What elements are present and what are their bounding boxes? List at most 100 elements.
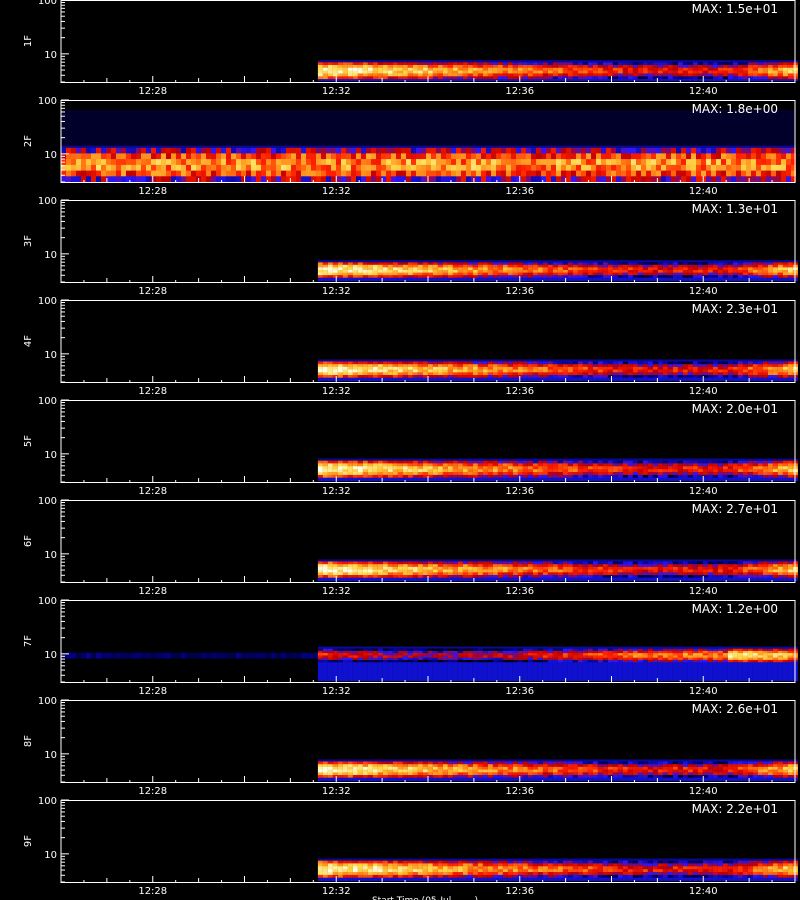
heatmap-cell <box>337 375 343 379</box>
heatmap-cell <box>562 262 568 266</box>
heatmap-cell <box>657 361 663 365</box>
heatmap-cell <box>537 272 543 276</box>
heatmap-cell <box>472 369 478 373</box>
heatmap-cell <box>632 79 638 81</box>
heatmap-cell <box>216 176 221 183</box>
heatmap-cell <box>657 65 663 69</box>
heatmap-cell <box>651 153 656 160</box>
heatmap-cell <box>462 364 468 368</box>
heatmap-cell <box>301 153 306 160</box>
heatmap-cell <box>372 477 378 481</box>
heatmap-cell <box>767 375 773 379</box>
heatmap-cell <box>377 472 383 476</box>
heatmap-cell <box>421 147 426 154</box>
heatmap-cell <box>647 477 653 481</box>
heatmap-cell <box>372 275 378 279</box>
heatmap-cell <box>447 62 453 66</box>
heatmap-cell <box>621 153 626 160</box>
heatmap-cell <box>327 62 333 66</box>
heatmap-cell <box>246 159 251 166</box>
heatmap-cell <box>226 164 231 172</box>
heatmap-cell <box>522 474 528 479</box>
heatmap-cell <box>696 153 701 160</box>
heatmap-cell <box>371 176 376 183</box>
heatmap-cell <box>367 466 373 470</box>
heatmap-cell <box>727 275 733 279</box>
heatmap-cell <box>417 272 423 276</box>
heatmap-cell <box>507 377 513 381</box>
heatmap-cell <box>431 159 436 166</box>
heatmap-cell <box>686 164 691 172</box>
heatmap-cell <box>612 264 618 268</box>
heatmap-cell <box>672 466 678 470</box>
heatmap-cell <box>482 65 488 69</box>
heatmap-cell <box>497 62 503 66</box>
heatmap-cell <box>166 170 171 177</box>
heatmap-cell <box>536 176 541 183</box>
heatmap-cell <box>371 153 376 160</box>
heatmap-cell <box>186 164 191 172</box>
heatmap-cell <box>362 460 368 464</box>
heatmap-cell <box>531 159 536 166</box>
heatmap-cell <box>226 176 231 183</box>
heatmap-cell <box>607 460 613 464</box>
heatmap-cell <box>452 463 458 467</box>
heatmap-cell <box>367 463 373 467</box>
heatmap-cell <box>432 372 438 376</box>
heatmap-cell <box>407 375 413 379</box>
heatmap-cell <box>326 170 331 177</box>
heatmap-cell <box>651 159 656 166</box>
heatmap-cell <box>472 275 478 279</box>
heatmap-cell <box>171 153 176 160</box>
heatmap-cell <box>497 377 503 381</box>
heatmap-cell <box>411 153 416 160</box>
heatmap-cell <box>391 145 396 148</box>
heatmap-cell <box>712 264 718 268</box>
heatmap-cell <box>442 272 448 276</box>
heatmap-cell <box>717 65 723 69</box>
heatmap-cell <box>336 170 341 177</box>
heatmap-cell <box>612 262 618 266</box>
heatmap-cell <box>541 145 546 148</box>
heatmap-cell <box>782 361 788 365</box>
heatmap-cell <box>697 70 703 74</box>
heatmap-cell <box>782 359 788 362</box>
heatmap-cell <box>377 270 383 274</box>
heatmap-cell <box>767 260 773 263</box>
heatmap-cell <box>767 366 773 371</box>
heatmap-cell <box>522 272 528 276</box>
heatmap-cell <box>676 159 681 166</box>
heatmap-cell <box>652 460 658 464</box>
heatmap-cell <box>742 70 748 74</box>
heatmap-cell <box>502 67 508 72</box>
heatmap-cell <box>537 458 543 461</box>
heatmap-cell <box>746 145 751 148</box>
heatmap-cell <box>552 575 558 579</box>
heatmap-cell <box>746 153 751 160</box>
heatmap-cell <box>682 460 688 464</box>
heatmap-cell <box>492 469 498 473</box>
heatmap-cell <box>742 262 748 266</box>
heatmap-cell <box>672 270 678 274</box>
heatmap-cell <box>742 364 748 368</box>
heatmap-cell <box>317 559 323 562</box>
heatmap-cell <box>407 566 413 571</box>
heatmap-cell <box>556 153 561 160</box>
heatmap-cell <box>522 377 528 381</box>
heatmap-cell <box>517 366 523 371</box>
heatmap-cell <box>507 463 513 467</box>
heatmap-cell <box>646 145 651 148</box>
heatmap-cell <box>161 170 166 177</box>
heatmap-cell <box>567 577 573 581</box>
heatmap-cell <box>592 377 598 381</box>
heatmap-cell <box>337 474 343 479</box>
heatmap-cell <box>787 262 793 266</box>
heatmap-cell <box>342 377 348 381</box>
heatmap-cell <box>502 477 508 481</box>
heatmap-cell <box>362 477 368 481</box>
heatmap-cell <box>727 60 733 63</box>
heatmap-cell <box>577 469 583 473</box>
heatmap-cell <box>522 572 528 576</box>
heatmap-cell <box>677 73 683 77</box>
heatmap-cell <box>676 145 681 148</box>
